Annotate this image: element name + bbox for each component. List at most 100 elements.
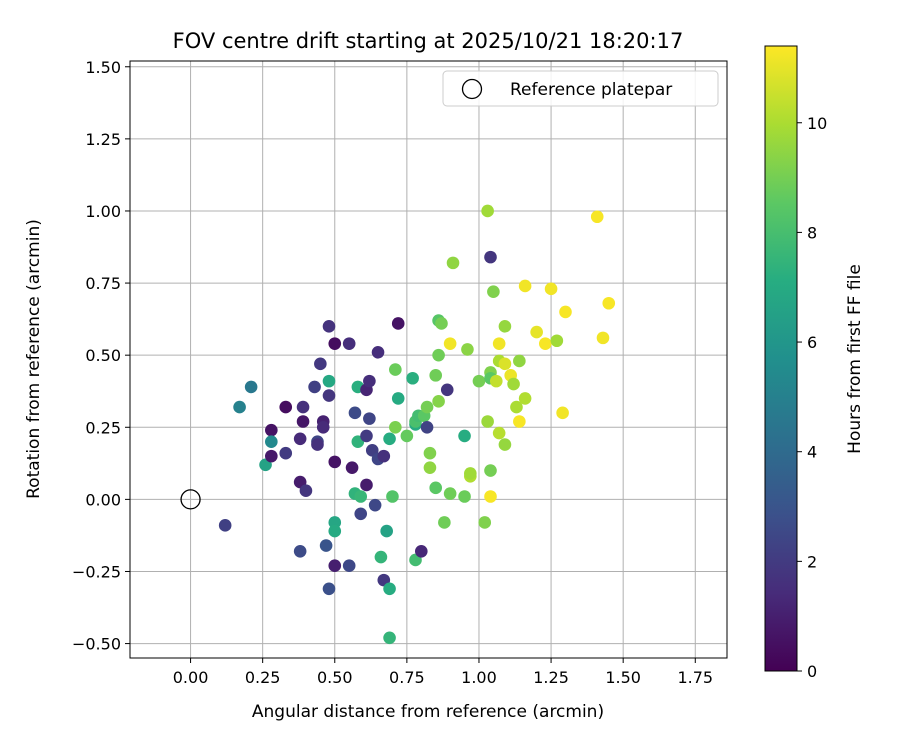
- data-point: [293, 544, 307, 558]
- data-point: [400, 429, 414, 443]
- data-point: [492, 426, 506, 440]
- data-point: [440, 383, 454, 397]
- data-point: [354, 507, 368, 521]
- data-point: [377, 449, 391, 463]
- legend: Reference platepar: [442, 70, 719, 107]
- colorbar-tick-label: 8: [807, 223, 817, 242]
- data-point: [389, 420, 402, 434]
- data-point: [363, 412, 376, 425]
- grid-lines: [130, 61, 727, 658]
- data-point: [513, 415, 526, 428]
- data-point: [590, 210, 604, 224]
- x-tick-label: 0.00: [173, 668, 209, 687]
- data-point: [481, 204, 494, 218]
- data-point: [374, 550, 388, 564]
- data-point: [354, 490, 368, 503]
- data-point: [423, 461, 437, 474]
- legend-box: [442, 70, 719, 107]
- data-point: [432, 395, 445, 408]
- data-point: [265, 435, 278, 448]
- data-point: [446, 256, 460, 270]
- data-point: [556, 406, 569, 420]
- colorbar-label: Hours from first FF file: [845, 264, 865, 454]
- data-point: [518, 279, 532, 293]
- data-point: [293, 432, 307, 446]
- data-point: [322, 389, 336, 402]
- data-point: [328, 524, 342, 538]
- legend-entry-label: Reference platepar: [510, 80, 672, 100]
- data-point: [507, 377, 520, 391]
- data-point: [371, 345, 385, 359]
- legend-ref-marker: [461, 78, 483, 100]
- data-point: [233, 400, 246, 414]
- data-point: [389, 363, 402, 376]
- data-point: [472, 374, 486, 388]
- data-point: [383, 582, 396, 596]
- data-point: [489, 374, 503, 388]
- data-point: [218, 519, 232, 532]
- data-point: [458, 429, 471, 443]
- data-point: [311, 438, 324, 451]
- y-tick-label: 0.50: [85, 346, 121, 365]
- data-point: [319, 539, 333, 552]
- data-point: [530, 325, 543, 339]
- x-axis-ticks: 0.00 0.25 0.50 0.75 1.00 1.25 1.50 1.75: [173, 658, 713, 687]
- colorbar-tick-label: 0: [807, 662, 817, 681]
- data-point: [484, 464, 497, 477]
- y-tick-label: 0.75: [85, 274, 121, 293]
- data-point: [481, 415, 494, 428]
- y-tick-label: 1.25: [85, 130, 121, 149]
- data-point: [464, 467, 477, 480]
- colorbar-tick-label: 10: [807, 114, 827, 133]
- data-point: [484, 250, 497, 264]
- data-point: [510, 400, 523, 414]
- data-point: [602, 296, 616, 310]
- x-tick-label: 0.25: [245, 668, 281, 687]
- data-point: [299, 484, 313, 498]
- data-point: [420, 420, 434, 434]
- data-point: [345, 461, 359, 474]
- data-point: [438, 516, 451, 529]
- data-point: [435, 317, 448, 330]
- data-point: [296, 415, 310, 428]
- x-axis-label: Angular distance from reference (arcmin): [252, 702, 604, 722]
- data-point: [596, 331, 610, 345]
- colorbar-tick-label: 2: [807, 552, 817, 571]
- x-tick-label: 1.00: [461, 668, 497, 687]
- data-point: [322, 374, 336, 388]
- data-point: [244, 380, 258, 394]
- colorbar-tick-label: 6: [807, 333, 817, 352]
- data-point: [478, 516, 492, 529]
- data-point: [360, 478, 373, 492]
- data-point: [386, 490, 399, 503]
- y-tick-label: −0.50: [72, 635, 121, 654]
- y-tick-label: 1.00: [85, 202, 121, 221]
- x-tick-label: 1.25: [533, 668, 569, 687]
- data-point: [328, 559, 342, 573]
- data-point: [498, 357, 512, 371]
- plot-frame: [129, 60, 728, 659]
- data-point: [429, 369, 443, 382]
- data-point: [380, 524, 393, 538]
- x-tick-label: 1.75: [677, 668, 713, 687]
- data-point: [420, 400, 434, 414]
- data-points: [218, 204, 616, 645]
- data-point: [498, 320, 512, 333]
- y-axis-ticks: −0.50 −0.25 0.00 0.25 0.50 0.75 1.00 1.25 1.50: [72, 58, 130, 654]
- data-point: [443, 487, 457, 500]
- data-point: [487, 285, 500, 299]
- data-point: [360, 429, 373, 443]
- data-point: [513, 354, 526, 368]
- data-point: [484, 490, 497, 503]
- data-point: [279, 446, 293, 460]
- data-point: [539, 337, 552, 350]
- data-point: [296, 400, 310, 414]
- data-point: [550, 334, 564, 348]
- data-point: [328, 516, 342, 529]
- data-point: [458, 490, 471, 503]
- data-point: [492, 337, 506, 350]
- y-tick-label: 0.00: [85, 490, 121, 509]
- data-point: [308, 380, 321, 394]
- data-point: [328, 337, 342, 350]
